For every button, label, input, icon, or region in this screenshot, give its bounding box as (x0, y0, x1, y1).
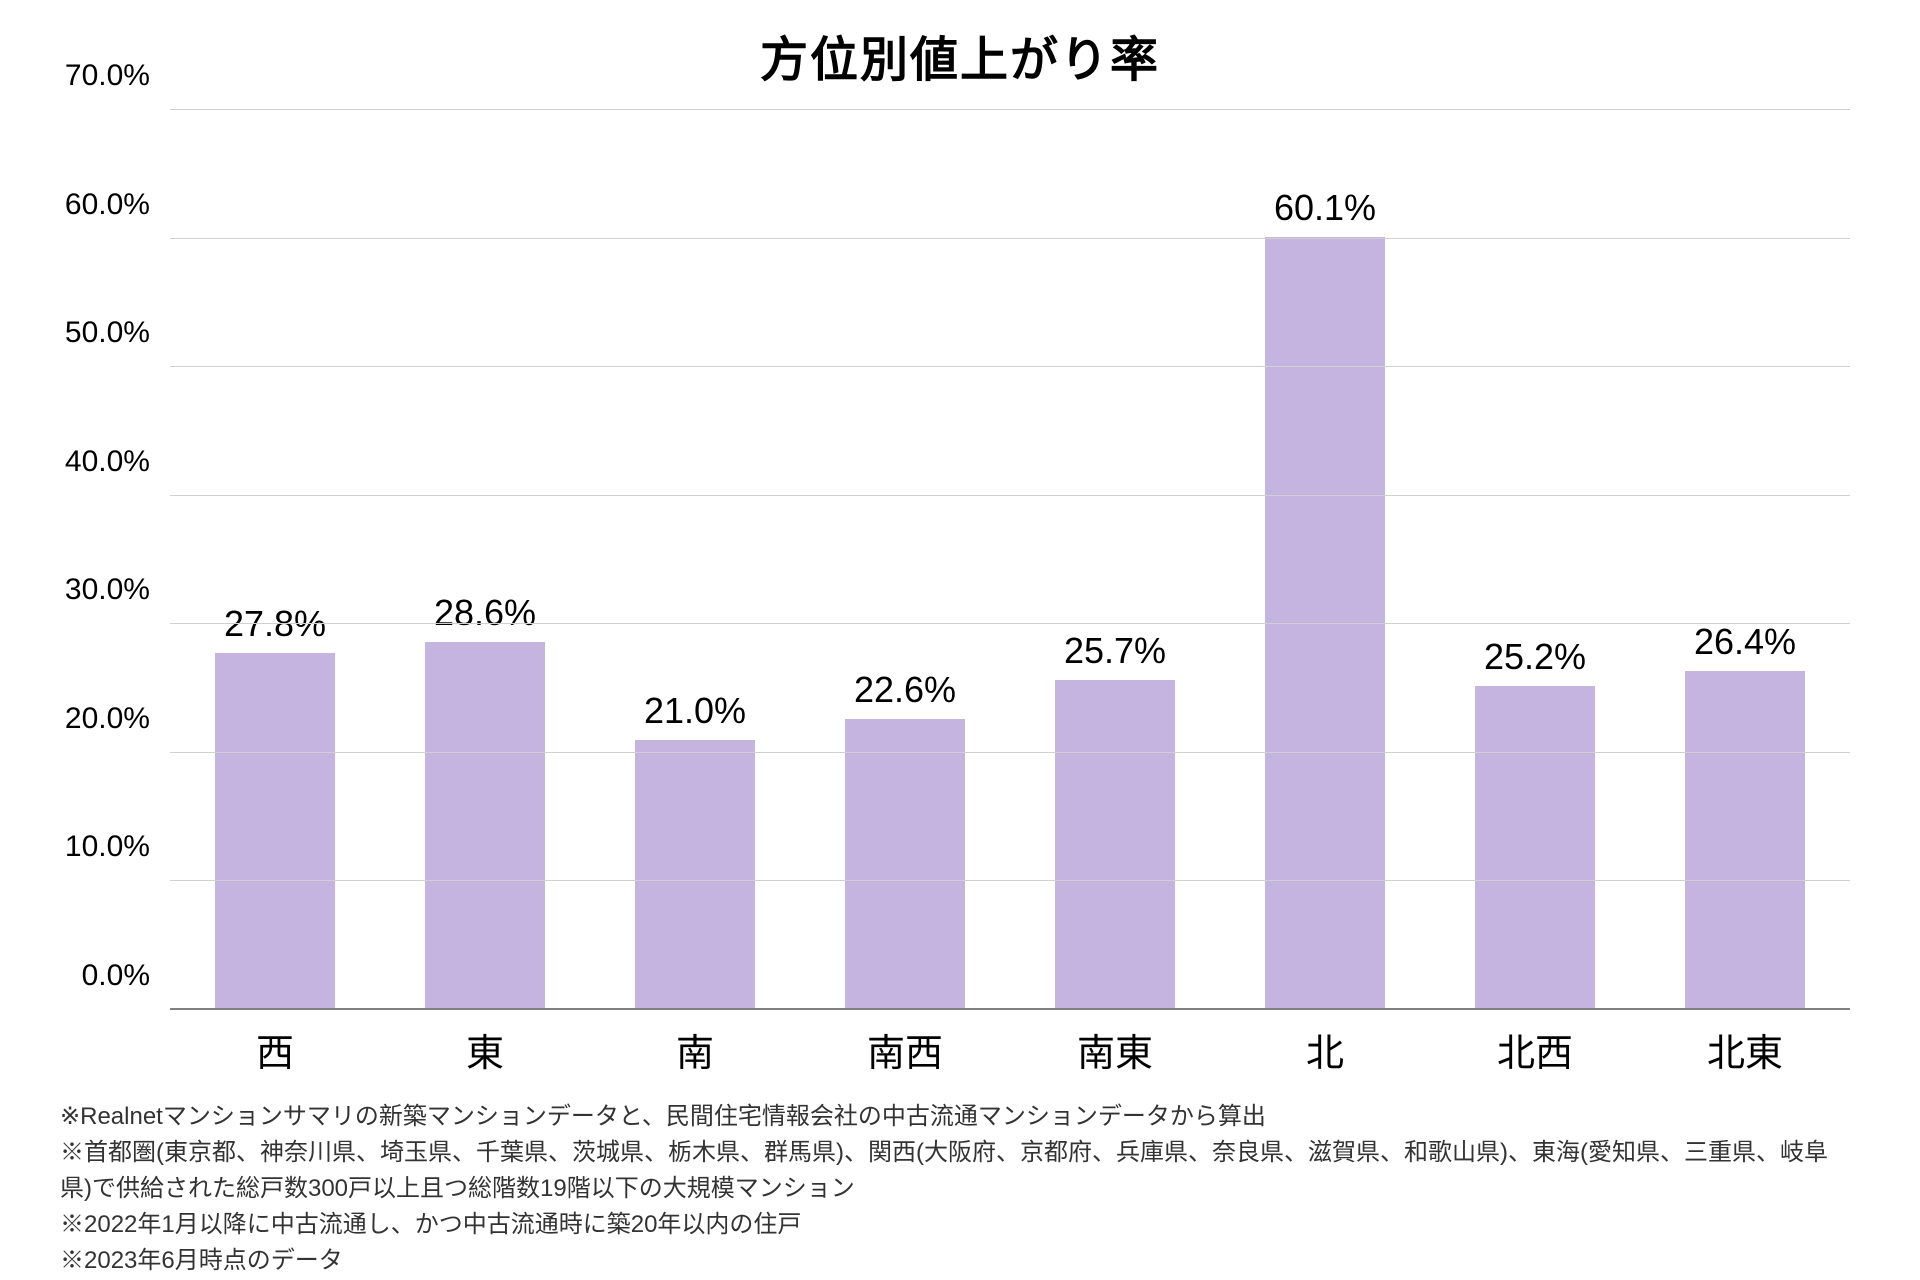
bar: 28.6% (425, 642, 545, 1010)
bar-value-label: 60.1% (1274, 187, 1376, 229)
bar-value-label: 25.7% (1064, 630, 1166, 672)
bars-area: 27.8% 28.6% 21.0% 22.6% 25.7% 60.1% 25.2% 26.4% (170, 110, 1850, 1010)
gridline (170, 109, 1850, 110)
bar-slot: 22.6% (800, 110, 1010, 1010)
y-tick-label: 70.0% (65, 59, 160, 93)
plot-area: 0.0%10.0%20.0%30.0%40.0%50.0%60.0%70.0% … (170, 110, 1850, 1010)
baseline (170, 1008, 1850, 1010)
y-tick-label: 60.0% (65, 188, 160, 222)
bar-slot: 28.6% (380, 110, 590, 1010)
chart-title: 方位別値上がり率 (40, 20, 1880, 90)
footnotes: ※Realnetマンションサマリの新築マンションデータと、民間住宅情報会社の中古… (60, 1099, 1850, 1279)
y-tick-label: 50.0% (65, 316, 160, 350)
bar-value-label: 25.2% (1484, 636, 1586, 678)
gridline (170, 495, 1850, 496)
bar-slot: 25.7% (1010, 110, 1220, 1010)
bar: 26.4% (1685, 671, 1805, 1010)
y-tick: 30.0% (40, 590, 160, 624)
y-tick: 10.0% (40, 847, 160, 881)
x-axis-label: 北東 (1640, 1022, 1850, 1077)
x-axis-label: 東 (380, 1022, 590, 1077)
y-tick-label: 0.0% (82, 959, 160, 993)
bar: 27.8% (215, 653, 335, 1010)
bar-value-label: 28.6% (434, 592, 536, 634)
y-tick-label: 20.0% (65, 702, 160, 736)
bar: 21.0% (635, 740, 755, 1010)
bar-slot: 25.2% (1430, 110, 1640, 1010)
y-tick: 60.0% (40, 205, 160, 239)
footnote: ※Realnetマンションサマリの新築マンションデータと、民間住宅情報会社の中古… (60, 1099, 1850, 1135)
y-tick-label: 30.0% (65, 573, 160, 607)
bar-value-label: 26.4% (1694, 621, 1796, 663)
bar-slot: 60.1% (1220, 110, 1430, 1010)
bar-value-label: 22.6% (854, 669, 956, 711)
x-axis-labels: 西東南南西南東北北西北東 (170, 1022, 1850, 1077)
y-tick: 70.0% (40, 76, 160, 110)
y-tick: 0.0% (40, 976, 160, 1010)
y-tick: 40.0% (40, 462, 160, 496)
x-axis-label: 北 (1220, 1022, 1430, 1077)
footnote: ※2023年6月時点のデータ (60, 1243, 1850, 1279)
footnote: ※首都圏(東京都、神奈川県、埼玉県、千葉県、茨城県、栃木県、群馬県)、関西(大阪… (60, 1135, 1850, 1207)
y-tick-label: 40.0% (65, 445, 160, 479)
bar-slot: 27.8% (170, 110, 380, 1010)
bar-slot: 26.4% (1640, 110, 1850, 1010)
y-tick: 20.0% (40, 719, 160, 753)
bar: 25.2% (1475, 686, 1595, 1010)
y-axis: 0.0%10.0%20.0%30.0%40.0%50.0%60.0%70.0% (40, 110, 160, 1010)
footnote: ※2022年1月以降に中古流通し、かつ中古流通時に築20年以内の住戸 (60, 1207, 1850, 1243)
y-tick-label: 10.0% (65, 830, 160, 864)
gridline (170, 238, 1850, 239)
y-tick: 50.0% (40, 333, 160, 367)
bar: 22.6% (845, 719, 965, 1010)
chart-container: 方位別値上がり率 0.0%10.0%20.0%30.0%40.0%50.0%60… (40, 20, 1880, 1260)
gridline (170, 752, 1850, 753)
x-axis-label: 西 (170, 1022, 380, 1077)
gridline (170, 366, 1850, 367)
bar-slot: 21.0% (590, 110, 800, 1010)
x-axis-label: 北西 (1430, 1022, 1640, 1077)
gridline (170, 880, 1850, 881)
bar-value-label: 21.0% (644, 690, 746, 732)
bar: 25.7% (1055, 680, 1175, 1010)
gridline (170, 623, 1850, 624)
x-axis-label: 南 (590, 1022, 800, 1077)
x-axis-label: 南西 (800, 1022, 1010, 1077)
x-axis-label: 南東 (1010, 1022, 1220, 1077)
